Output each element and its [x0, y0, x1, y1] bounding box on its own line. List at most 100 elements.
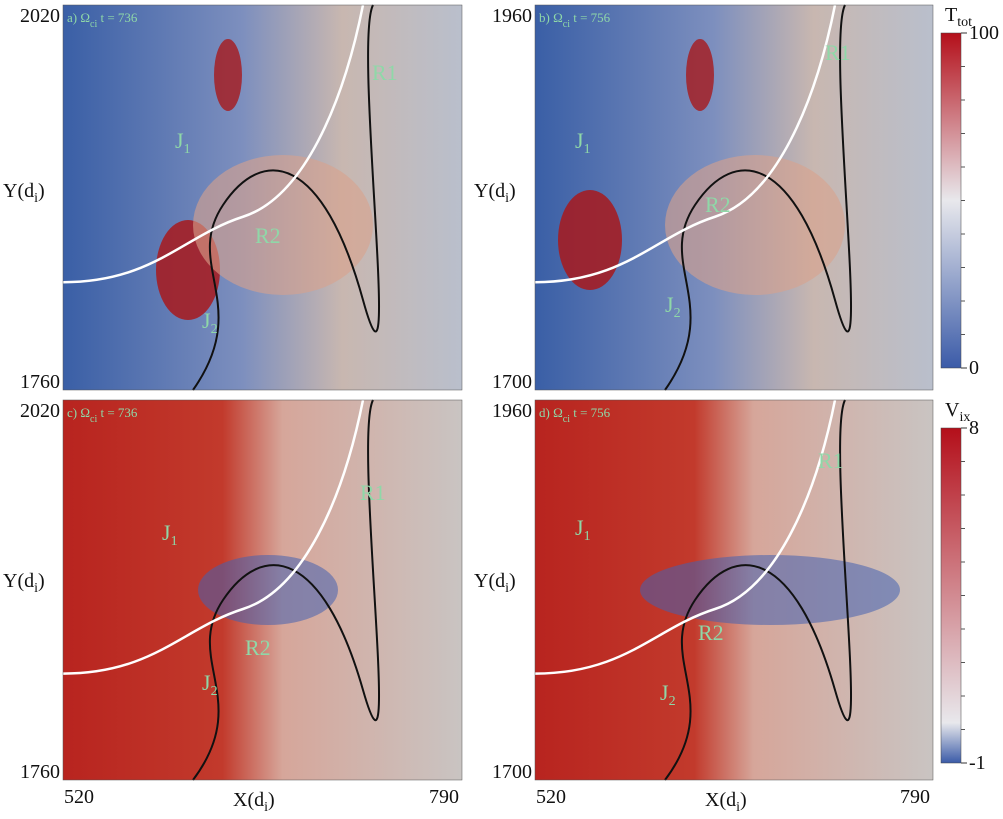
region-label-part: R2	[255, 223, 281, 248]
panel-label-part: t = 736	[97, 10, 138, 25]
field-line	[534, 4, 837, 284]
region-label: R2	[255, 223, 281, 248]
y-tick-label: 1760	[20, 371, 60, 393]
region-label-part: J	[665, 292, 674, 317]
region-label-part: J	[575, 128, 584, 153]
field-line	[534, 399, 837, 675]
region-label-part: 2	[211, 322, 218, 337]
region-label-part: 1	[584, 529, 591, 544]
region-label-part: J	[202, 308, 211, 333]
region-label: R2	[245, 635, 271, 660]
panel-label: c) Ωci t = 736	[67, 405, 138, 425]
y-axis-label-part: Y(d	[474, 570, 505, 592]
colorbar-label-part: T	[945, 4, 957, 26]
region-label-part: 1	[171, 534, 178, 549]
warm-region	[193, 155, 373, 295]
y-tick-label: 2020	[20, 400, 60, 422]
region-label: R1	[372, 60, 398, 85]
region-label: J2	[202, 308, 218, 337]
colorbar-tick-label: -1	[969, 752, 986, 774]
y-axis-label-part: Y(d	[3, 570, 34, 592]
colorbar	[940, 427, 962, 764]
region-label: R2	[698, 620, 724, 645]
contour	[664, 399, 852, 781]
region-label-part: R1	[818, 448, 844, 473]
region-label-part: J	[162, 520, 171, 545]
x-tick-label: 790	[900, 786, 930, 808]
y-tick-label: 1700	[492, 761, 532, 783]
region-label: J1	[575, 128, 591, 157]
panel-label-part: ci	[90, 414, 97, 425]
region-label-part: 2	[674, 306, 681, 321]
colorbar-label: Vix	[945, 399, 970, 425]
panel-frame	[534, 399, 934, 781]
y-axis-label-part: i	[34, 581, 38, 596]
hot-region	[214, 39, 242, 111]
panel-label: a) Ωci t = 736	[67, 10, 138, 30]
y-axis-label-part: Y(d	[474, 180, 505, 202]
x-axis-label-part: X(d	[233, 789, 264, 811]
y-tick-label: 2020	[20, 5, 60, 27]
y-axis-label: Y(di)	[3, 570, 45, 596]
colorbar-tick-label: 0	[969, 357, 979, 379]
region-label: J1	[175, 128, 191, 157]
panel-frame	[62, 399, 463, 781]
y-axis-label-part: )	[509, 180, 516, 202]
region-label-part: J	[202, 670, 211, 695]
hot-region	[686, 39, 714, 111]
x-axis-label-part: X(d	[705, 789, 736, 811]
panel-label-part: t = 756	[570, 10, 611, 25]
region-label-part: R1	[372, 60, 398, 85]
region-label-part: 2	[669, 694, 676, 709]
panel-frame	[534, 4, 934, 391]
y-axis-label-part: i	[505, 191, 509, 206]
x-axis-label: X(di)	[233, 789, 275, 815]
hot-region	[558, 190, 622, 290]
region-label-part: R2	[705, 192, 731, 217]
panel-label-part: c) Ω	[67, 405, 90, 420]
colorbar-label-part: ix	[959, 410, 970, 425]
y-axis-label-part: i	[505, 581, 509, 596]
region-label: R1	[825, 40, 851, 65]
contour	[192, 4, 380, 391]
y-axis-label: Y(di)	[3, 180, 45, 206]
y-tick-label: 1700	[492, 371, 532, 393]
region-label: J1	[162, 520, 178, 549]
cool-region	[198, 555, 338, 625]
region-label-part: 2	[211, 684, 218, 699]
field-line	[62, 4, 365, 284]
panel-label-part: t = 736	[97, 405, 138, 420]
y-axis-label-part: i	[34, 191, 38, 206]
region-label-part: J	[575, 515, 584, 540]
field-line	[62, 399, 365, 675]
y-tick-label: 1960	[492, 5, 532, 27]
contour	[664, 4, 852, 391]
region-label-part: R2	[245, 635, 271, 660]
x-tick-label: 520	[64, 786, 94, 808]
cool-region	[640, 555, 900, 625]
region-label: J2	[660, 680, 676, 709]
region-label: J1	[575, 515, 591, 544]
warm-region	[665, 155, 845, 295]
x-axis-label: X(di)	[705, 789, 747, 815]
y-axis-label: Y(di)	[474, 180, 516, 206]
colorbar-tick-label: 100	[969, 22, 999, 44]
panel-label-part: ci	[563, 19, 570, 30]
panel-label-part: ci	[563, 414, 570, 425]
y-axis-label: Y(di)	[474, 570, 516, 596]
panel-label-part: t = 756	[570, 405, 611, 420]
region-label-part: J	[175, 128, 184, 153]
panel-label: d) Ωci t = 756	[539, 405, 611, 425]
x-axis-label-part: i	[264, 800, 268, 815]
region-label: R1	[818, 448, 844, 473]
x-axis-label-part: i	[736, 800, 740, 815]
panels	[62, 4, 934, 781]
panel-label-part: b) Ω	[539, 10, 563, 25]
region-label: J2	[665, 292, 681, 321]
panel-label-part: ci	[90, 19, 97, 30]
contour	[192, 399, 380, 781]
y-axis-label-part: Y(d	[3, 180, 34, 202]
y-axis-label-part: )	[38, 570, 45, 592]
x-axis-label-part: )	[740, 789, 747, 811]
